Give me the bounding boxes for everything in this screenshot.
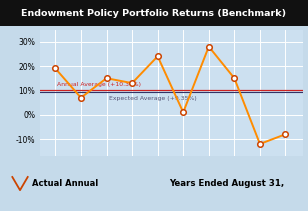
Text: Endowment Policy Portfolio Returns (Benchmark): Endowment Policy Portfolio Returns (Benc…: [22, 9, 286, 18]
Text: Actual Annual: Actual Annual: [32, 179, 99, 188]
Text: Annual Average (+10.34%): Annual Average (+10.34%): [57, 82, 141, 87]
Text: Expected Average (+9.35%): Expected Average (+9.35%): [109, 96, 197, 101]
Text: Years Ended August 31,: Years Ended August 31,: [169, 179, 285, 188]
